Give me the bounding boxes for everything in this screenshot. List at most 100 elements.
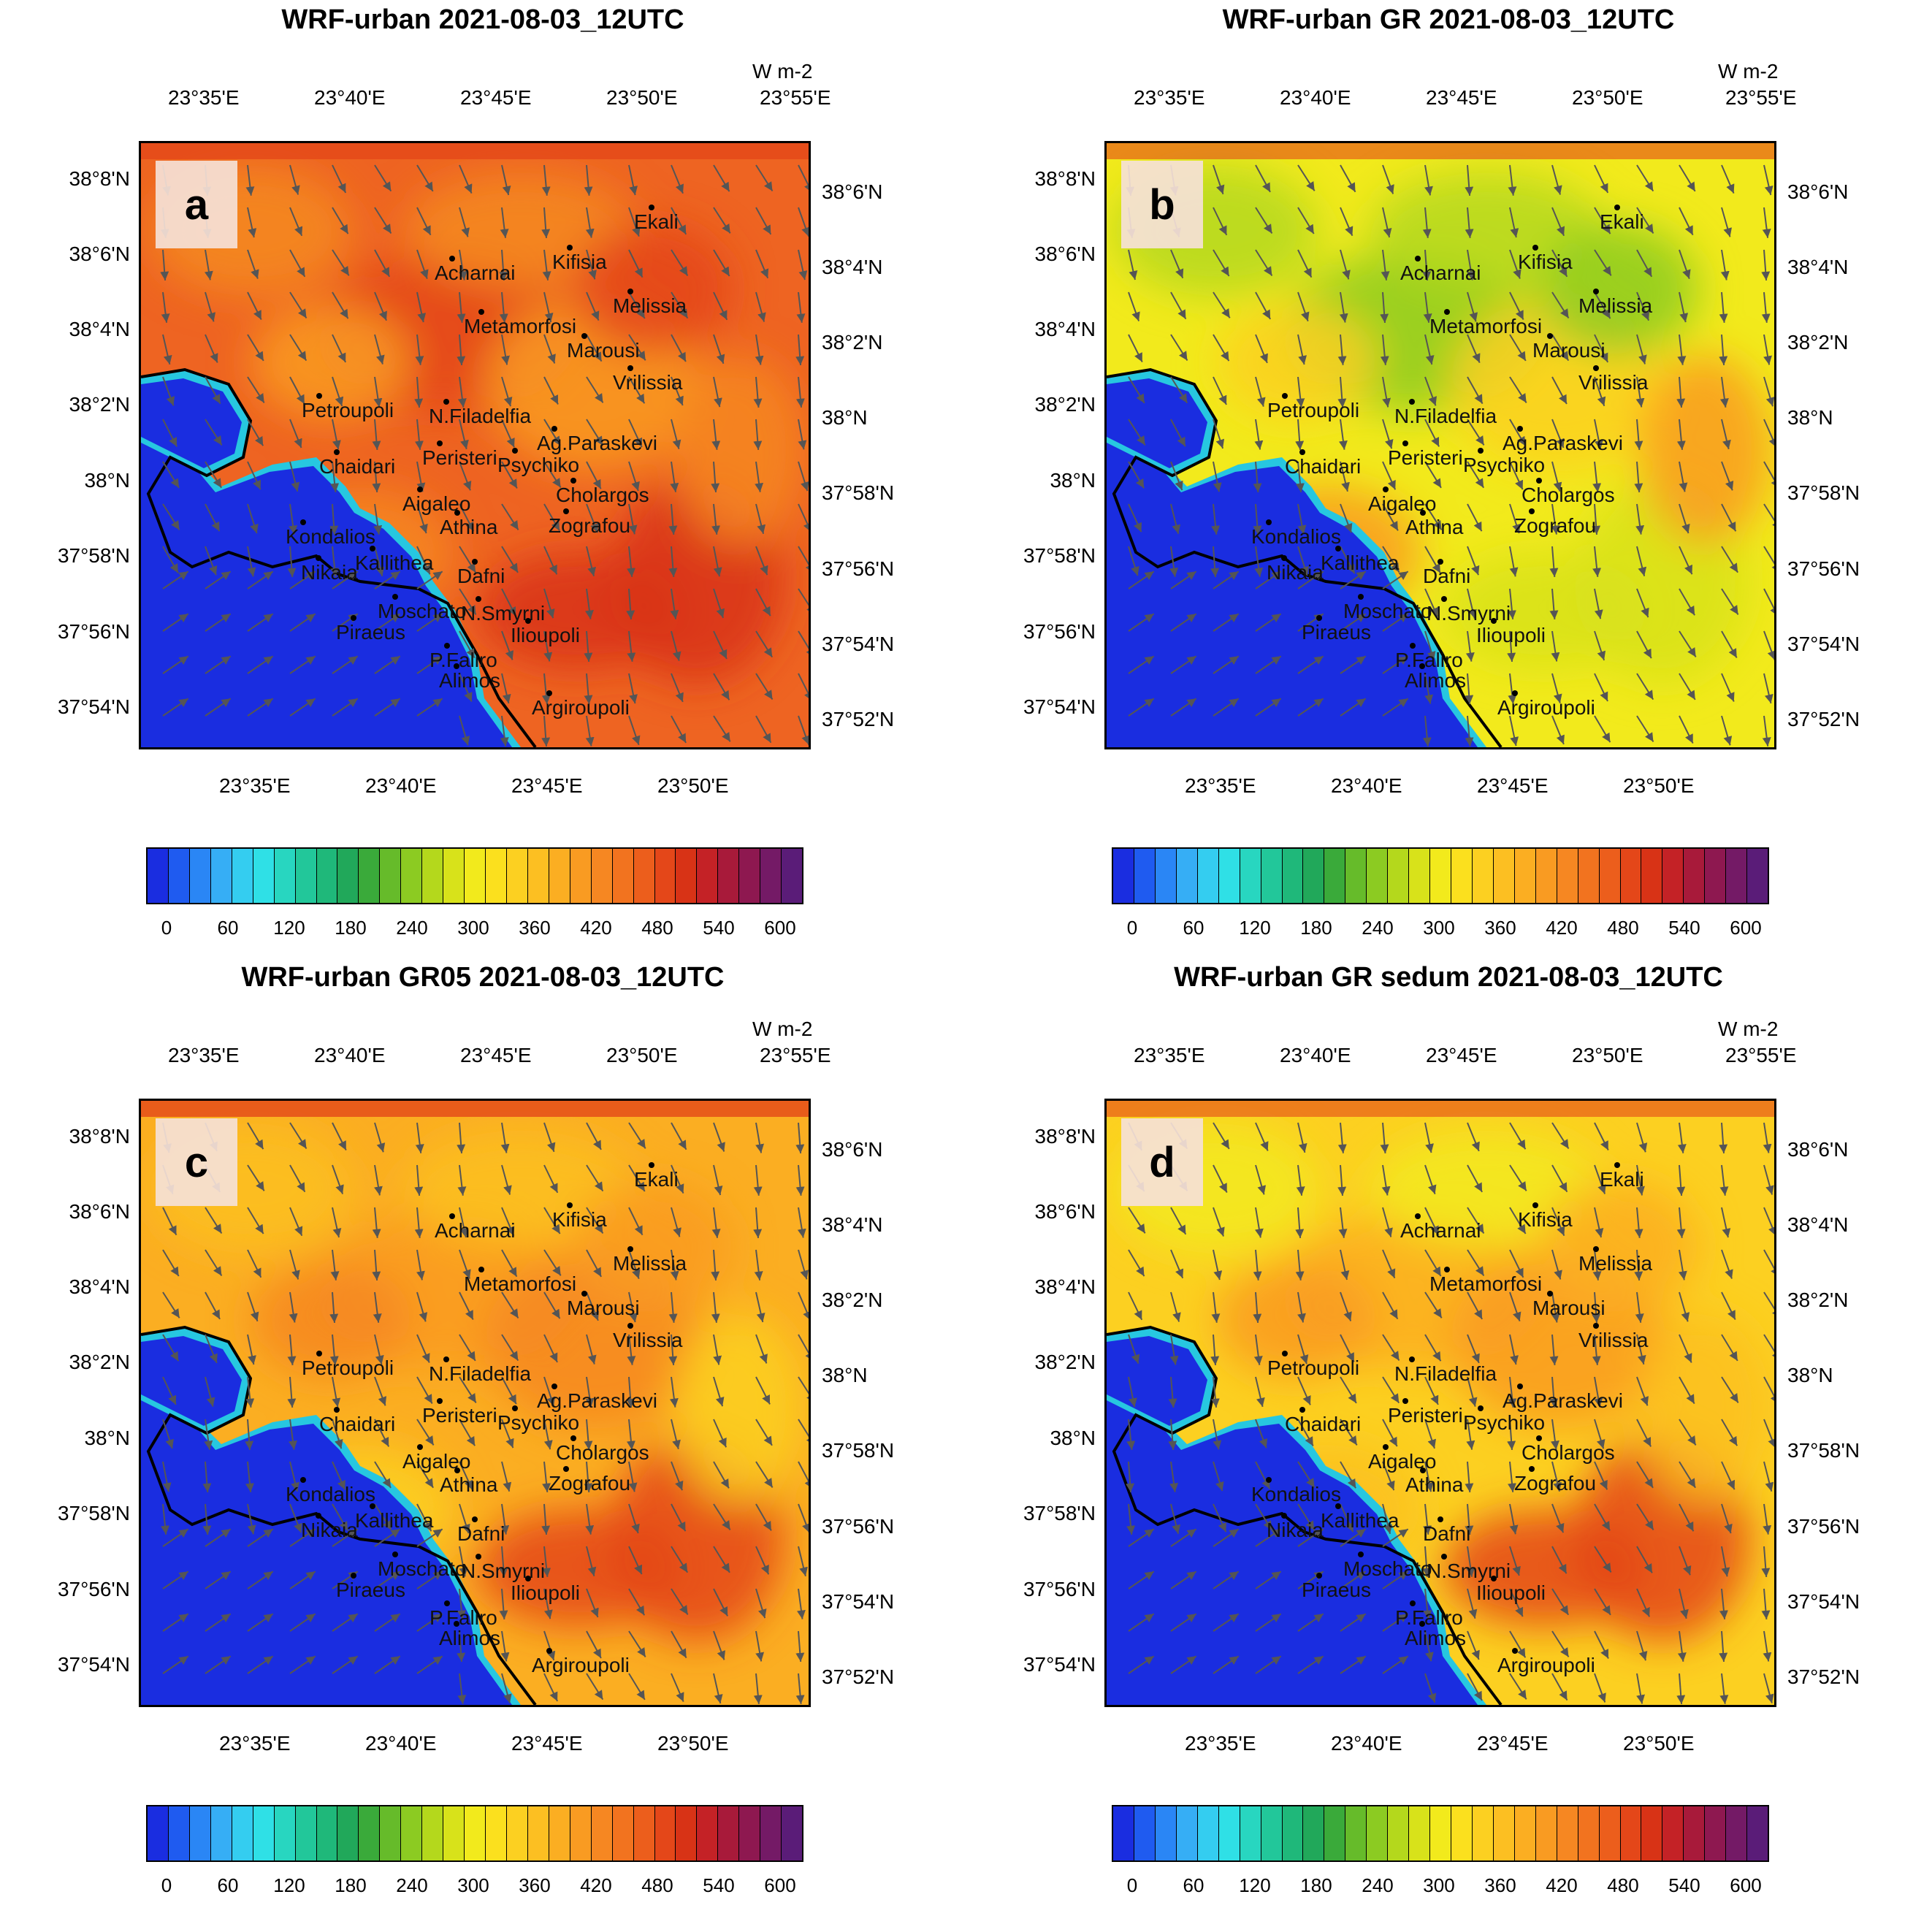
wind-arrow xyxy=(671,1673,684,1702)
colorbar-segment xyxy=(189,1806,211,1860)
city-marker xyxy=(1444,309,1450,315)
map-svg xyxy=(141,143,809,747)
colorbar-tick-label: 600 xyxy=(764,917,796,939)
wind-arrow xyxy=(755,1503,772,1531)
wind-arrow xyxy=(1551,1673,1568,1701)
wind-arrow xyxy=(1679,291,1689,323)
wind-arrow xyxy=(501,1376,517,1405)
wind-arrow xyxy=(501,376,513,407)
wind-arrow xyxy=(1721,1249,1733,1279)
wind-arrow xyxy=(501,673,511,704)
colorbar-segment xyxy=(782,849,803,903)
city-label: Dafni xyxy=(1423,1522,1471,1545)
city-marker xyxy=(581,1291,587,1297)
lon-tick-top: 23°50'E xyxy=(1572,1044,1643,1066)
wind-arrow xyxy=(713,1376,725,1407)
wind-arrow xyxy=(628,249,644,278)
wind-arrow xyxy=(1255,613,1282,632)
city-label: P.Faliro xyxy=(429,1606,497,1629)
city-label: P.Faliro xyxy=(429,649,497,671)
wind-arrow xyxy=(1255,1570,1282,1589)
field-blotch xyxy=(1443,1510,1647,1627)
wind-arrow xyxy=(1213,655,1240,674)
colorbar-segment xyxy=(1451,1806,1473,1860)
panel-title: WRF-urban GR 2021-08-03_12UTC xyxy=(1222,4,1675,35)
wind-arrow xyxy=(247,1122,264,1150)
colorbar-segment xyxy=(1197,849,1219,903)
wind-arrow xyxy=(501,1419,514,1449)
lat-tick-left: 37°54'N xyxy=(1023,1653,1096,1676)
wind-arrow xyxy=(459,207,470,237)
colorbar-segment xyxy=(1176,1806,1198,1860)
colorbar-segment xyxy=(739,849,761,903)
city-label: Athina xyxy=(1405,1473,1464,1496)
wind-arrow xyxy=(795,376,805,408)
wind-arrow xyxy=(1424,1419,1436,1449)
field-edge xyxy=(141,143,809,159)
wind-arrow xyxy=(1382,1376,1400,1404)
wind-arrow xyxy=(1297,1528,1324,1547)
wind-arrow xyxy=(671,673,684,703)
colorbar-segment xyxy=(1726,1806,1748,1860)
wind-arrow xyxy=(1255,207,1273,234)
wind-arrow xyxy=(332,1503,348,1531)
wind-arrow xyxy=(1213,419,1225,449)
wind-arrow xyxy=(499,249,508,280)
city-marker xyxy=(417,1444,423,1450)
city-marker xyxy=(316,555,321,561)
wind-arrow xyxy=(1169,546,1179,577)
wind-arrow xyxy=(1211,503,1221,535)
wind-arrow xyxy=(332,164,347,194)
city-label: Alimos xyxy=(439,669,501,692)
wind-arrow xyxy=(1594,207,1611,234)
wind-arrow xyxy=(1338,1207,1348,1238)
wind-arrow xyxy=(289,1249,300,1280)
wind-arrow xyxy=(501,334,510,365)
city-label: Peristeri xyxy=(422,1404,497,1427)
city-marker xyxy=(392,1551,398,1557)
wind-arrow xyxy=(798,1376,809,1403)
colorbar-segment xyxy=(422,849,444,903)
wind-arrow xyxy=(416,1334,430,1363)
colorbar-segment xyxy=(527,1806,549,1860)
lat-tick-left: 37°58'N xyxy=(1023,544,1096,567)
field-blotch xyxy=(674,1313,806,1503)
wind-arrow xyxy=(501,1207,515,1237)
colorbar-segment xyxy=(465,849,486,903)
wind-arrow xyxy=(795,334,805,365)
field-blotch xyxy=(1538,1181,1698,1313)
wind-arrow xyxy=(628,1461,638,1492)
city-marker xyxy=(1415,1213,1421,1219)
wind-arrow xyxy=(713,1630,725,1660)
wind-arrow xyxy=(1679,1461,1696,1489)
wind-arrow xyxy=(1467,1673,1483,1701)
wind-arrow xyxy=(1721,164,1735,194)
wind-arrow xyxy=(1423,291,1432,323)
wind-arrow xyxy=(416,1655,443,1674)
wind-arrow xyxy=(205,1613,232,1632)
city-label: Moschato xyxy=(378,1557,467,1580)
wind-arrow xyxy=(1297,1655,1324,1674)
wind-arrow xyxy=(543,376,559,405)
wind-arrow xyxy=(1763,546,1774,573)
wind-arrow xyxy=(1255,698,1282,717)
colorbar-segment xyxy=(210,1806,232,1860)
city-label: Acharnai xyxy=(435,1219,516,1242)
lat-tick-right: 38°4'N xyxy=(822,1213,883,1236)
colorbar-segment xyxy=(697,849,719,903)
wind-arrow xyxy=(1297,164,1316,191)
panel-c: WRF-urban GR05 2021-08-03_12UTC W m-2 23°… xyxy=(0,958,966,1915)
lat-tick-right: 38°4'N xyxy=(822,256,883,278)
wind-arrow xyxy=(584,1419,593,1450)
colorbar-tick-label: 600 xyxy=(764,1874,796,1896)
wind-arrow xyxy=(627,1334,636,1365)
wind-arrow xyxy=(1255,1528,1282,1547)
wind-arrow xyxy=(1340,164,1356,193)
lon-tick-top: 23°35'E xyxy=(1134,1044,1205,1066)
city-marker xyxy=(1512,690,1518,696)
colorbar-tick-label: 120 xyxy=(1239,917,1271,939)
wind-arrow xyxy=(586,291,600,321)
wind-arrow xyxy=(247,1655,274,1674)
field-blotch xyxy=(572,224,733,355)
wind-arrow xyxy=(1424,164,1433,196)
